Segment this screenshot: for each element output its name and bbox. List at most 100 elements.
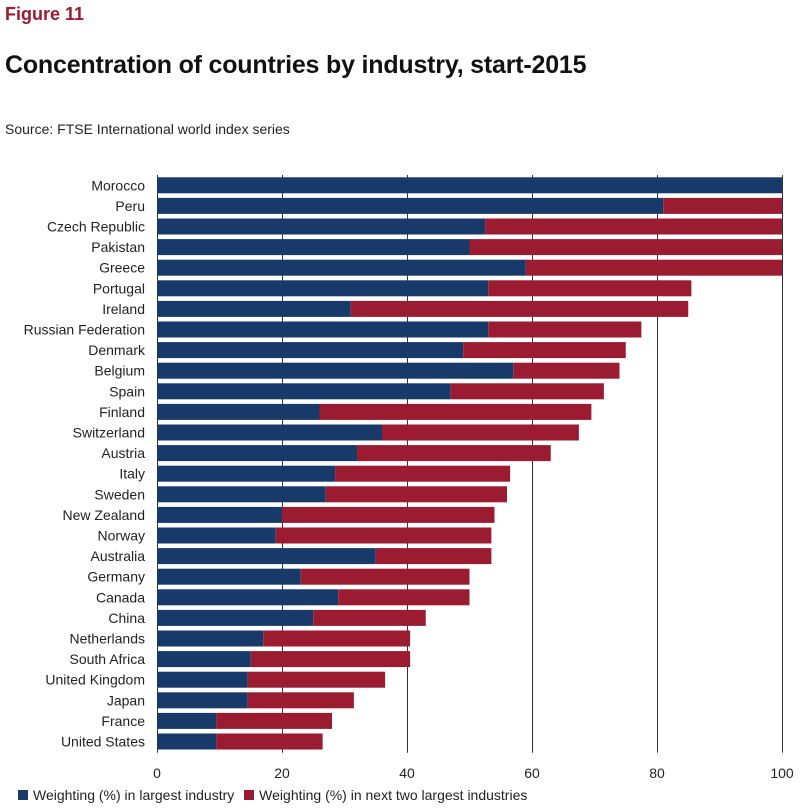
category-label-new-zealand: New Zealand (63, 507, 146, 523)
category-label-switzerland: Switzerland (73, 425, 145, 441)
category-label-morocco: Morocco (91, 177, 145, 193)
category-label-canada: Canada (96, 589, 145, 605)
bar-largest-switzerland (157, 424, 382, 441)
category-label-china: China (108, 610, 145, 626)
category-label-austria: Austria (101, 445, 145, 461)
bar-largest-russian-federation (157, 321, 489, 338)
chart-title: Concentration of countries by industry, … (5, 51, 587, 79)
bar-next-two-australia (375, 548, 492, 565)
bar-largest-united-kingdom (157, 671, 248, 688)
category-label-france: France (101, 713, 145, 729)
legend-label-series2: Weighting (%) in next two largest indust… (259, 787, 528, 803)
bar-largest-australia (157, 548, 376, 565)
bar-next-two-switzerland (382, 424, 579, 441)
bar-next-two-denmark (463, 342, 626, 359)
category-label-portugal: Portugal (93, 280, 145, 296)
bar-largest-peru (157, 197, 664, 214)
bar-largest-morocco (157, 177, 782, 194)
legend: Weighting (%) in largest industry Weight… (18, 787, 533, 803)
bar-largest-united-states (157, 733, 217, 750)
x-tick-label-40: 40 (399, 765, 415, 781)
bar-next-two-japan (247, 692, 354, 709)
bar-largest-france (157, 712, 217, 729)
category-label-russian-federation: Russian Federation (24, 322, 145, 338)
category-label-czech-republic: Czech Republic (47, 219, 145, 235)
bar-largest-germany (157, 568, 301, 585)
category-label-pakistan: Pakistan (91, 239, 145, 255)
x-tick-label-60: 60 (524, 765, 540, 781)
category-label-ireland: Ireland (102, 301, 145, 317)
legend-item-series2: Weighting (%) in next two largest indust… (244, 787, 527, 803)
category-label-spain: Spain (109, 383, 145, 399)
bar-largest-czech-republic (157, 218, 486, 235)
bar-next-two-russian-federation (488, 321, 642, 338)
category-label-peru: Peru (115, 198, 145, 214)
bar-largest-austria (157, 445, 357, 462)
legend-swatch-series2 (244, 790, 255, 800)
bar-next-two-pakistan (469, 239, 782, 256)
bar-largest-pakistan (157, 239, 470, 256)
bar-next-two-greece (525, 259, 782, 276)
bar-next-two-china (313, 609, 426, 626)
bar-largest-japan (157, 692, 248, 709)
category-label-australia: Australia (91, 548, 146, 564)
bar-largest-norway (157, 527, 276, 544)
bar-largest-spain (157, 383, 451, 400)
bar-next-two-peru (663, 197, 782, 214)
category-label-denmark: Denmark (88, 342, 146, 358)
category-label-united-kingdom: United Kingdom (45, 672, 145, 688)
bar-next-two-france (216, 712, 332, 729)
x-tick-label-0: 0 (153, 765, 161, 781)
bar-next-two-netherlands (263, 630, 411, 647)
bar-largest-china (157, 609, 314, 626)
bar-next-two-spain (450, 383, 604, 400)
category-label-south-africa: South Africa (70, 651, 146, 667)
category-label-belgium: Belgium (94, 363, 145, 379)
category-label-finland: Finland (99, 404, 145, 420)
category-label-netherlands: Netherlands (70, 631, 146, 647)
category-label-italy: Italy (119, 466, 145, 482)
bar-next-two-portugal (488, 280, 692, 297)
category-label-norway: Norway (98, 528, 145, 544)
legend-item-series1: Weighting (%) in largest industry (18, 787, 234, 803)
category-label-greece: Greece (99, 260, 145, 276)
category-label-sweden: Sweden (94, 486, 145, 502)
bar-largest-new-zealand (157, 506, 282, 523)
bar-largest-portugal (157, 280, 489, 297)
category-label-germany: Germany (87, 569, 145, 585)
legend-swatch-series1 (18, 790, 28, 800)
bar-largest-italy (157, 465, 336, 482)
bar-next-two-italy (335, 465, 511, 482)
legend-label-series1: Weighting (%) in largest industry (33, 787, 235, 803)
bar-largest-netherlands (157, 630, 264, 647)
x-tick-label-80: 80 (649, 765, 665, 781)
bar-next-two-germany (300, 568, 470, 585)
bar-largest-canada (157, 589, 339, 606)
bar-largest-south-africa (157, 651, 251, 668)
x-tick-label-20: 20 (274, 765, 290, 781)
source-note: Source: FTSE International world index s… (5, 121, 290, 137)
bar-largest-denmark (157, 342, 464, 359)
bar-largest-belgium (157, 362, 514, 379)
bar-largest-greece (157, 259, 526, 276)
bar-next-two-new-zealand (282, 506, 495, 523)
bar-largest-ireland (157, 300, 351, 317)
bar-next-two-belgium (513, 362, 620, 379)
x-tick-label-100: 100 (770, 765, 794, 781)
bar-next-two-south-africa (250, 651, 411, 668)
bar-next-two-finland (319, 403, 592, 420)
bar-next-two-ireland (350, 300, 689, 317)
bar-next-two-sweden (325, 486, 507, 503)
bar-next-two-united-states (216, 733, 323, 750)
category-label-japan: Japan (107, 692, 145, 708)
category-label-united-states: United States (61, 734, 145, 750)
bar-next-two-canada (338, 589, 470, 606)
bar-next-two-austria (357, 445, 551, 462)
bar-next-two-czech-republic (485, 218, 782, 235)
bar-next-two-norway (275, 527, 492, 544)
bar-largest-finland (157, 403, 320, 420)
bar-largest-sweden (157, 486, 326, 503)
bar-next-two-united-kingdom (247, 671, 386, 688)
figure-label: Figure 11 (5, 4, 85, 24)
